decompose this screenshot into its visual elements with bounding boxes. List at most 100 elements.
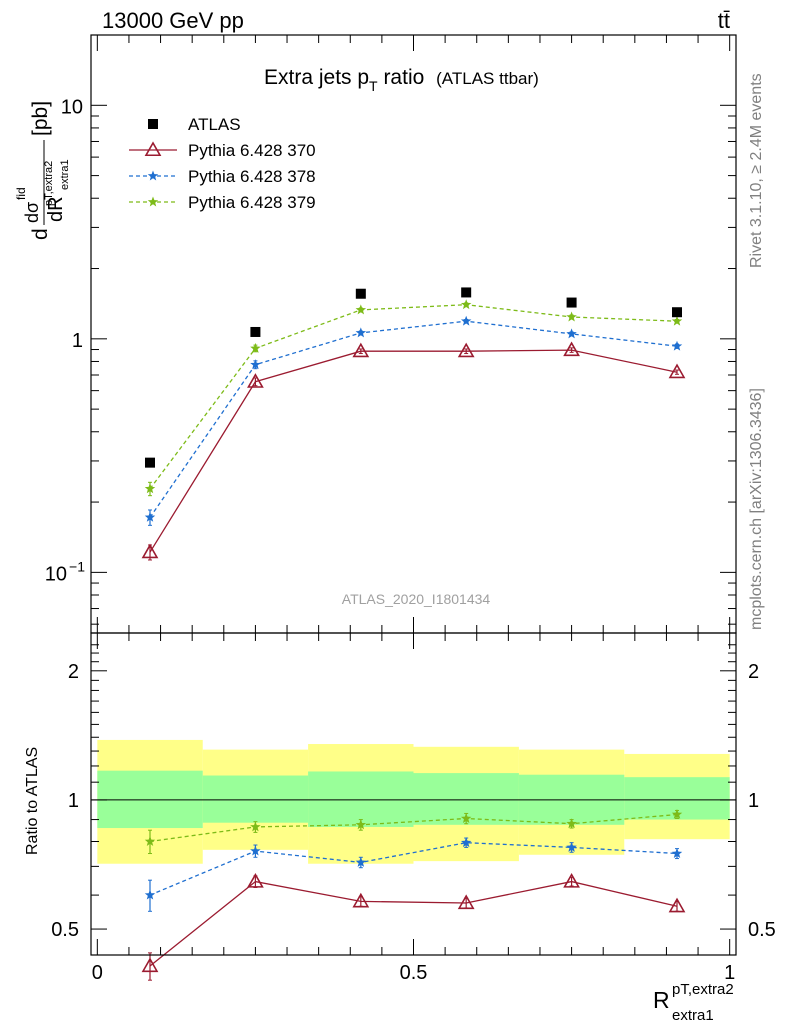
ylabel-sub: pT,extra2 xyxy=(43,161,55,206)
series-pythia-6-428-378 xyxy=(144,837,683,912)
data-point-marker xyxy=(563,873,580,888)
data-point-marker xyxy=(671,808,683,819)
data-point-marker xyxy=(671,340,683,351)
series-line xyxy=(149,320,678,518)
ratio-y-tick-label: 2 xyxy=(68,661,79,683)
series-line xyxy=(149,304,678,490)
data-point-marker xyxy=(460,837,472,848)
data-point-marker xyxy=(460,299,472,310)
ratio-y-tick-label: 1 xyxy=(68,790,79,812)
data-point-marker xyxy=(352,892,370,908)
data-point-marker xyxy=(355,856,367,867)
xlabel-sup: pT,extra2 xyxy=(672,981,734,998)
data-point-marker xyxy=(144,457,155,468)
ylabel-R-sub: extra1 xyxy=(59,159,71,190)
ratio-y-tick-label-right: 2 xyxy=(748,661,759,683)
process-label: tt̄ xyxy=(718,8,730,33)
ratio-y-axis-label: Ratio to ATLAS xyxy=(24,747,41,855)
ylabel-unit: [pb] xyxy=(29,101,52,136)
data-point-marker xyxy=(144,141,162,157)
data-point-marker xyxy=(355,327,367,338)
data-point-marker xyxy=(352,342,370,358)
data-point-marker xyxy=(250,821,261,832)
x-tick-label: 0.5 xyxy=(400,962,428,984)
band-inner-bin xyxy=(308,771,414,827)
data-point-marker xyxy=(668,897,686,913)
main-series-group xyxy=(141,287,686,561)
data-point-marker xyxy=(144,511,156,522)
data-point-marker xyxy=(563,341,580,357)
data-point-marker xyxy=(671,848,683,858)
y-tick-exponent: −1 xyxy=(69,558,85,574)
plot-title-rest: ratio xyxy=(378,66,425,89)
series-pythia-6-428-378 xyxy=(144,315,683,526)
data-point-marker xyxy=(460,813,472,823)
data-point-marker xyxy=(144,836,156,846)
data-point-marker xyxy=(250,359,261,370)
data-point-marker xyxy=(247,373,264,388)
data-point-marker xyxy=(144,483,156,494)
data-point-marker xyxy=(566,297,577,308)
ratio-series-group xyxy=(141,808,686,981)
series-line xyxy=(149,880,678,967)
series-pythia-6-428-370 xyxy=(141,873,686,981)
plot-title-suffix: (ATLAS ttbar) xyxy=(436,69,539,88)
data-point-marker xyxy=(460,315,472,326)
data-point-marker xyxy=(247,873,264,888)
legend-label: ATLAS xyxy=(188,115,241,134)
data-point-marker xyxy=(566,311,577,322)
series-pythia-6-428-370 xyxy=(141,341,686,561)
data-point-marker xyxy=(141,957,159,973)
data-point-marker xyxy=(457,894,475,910)
ratio-bands xyxy=(91,739,736,864)
analysis-tag: ATLAS_2020_I1801434 xyxy=(342,591,491,607)
data-point-marker xyxy=(144,889,156,900)
data-point-marker xyxy=(250,326,261,337)
ylabel-fid: fid xyxy=(14,187,28,200)
ylabel-dR: dR xyxy=(45,196,67,222)
legend-item: Pythia 6.428 378 xyxy=(129,167,316,186)
plot-title: Extra jets pT ratio (ATLAS ttbar) xyxy=(264,66,539,94)
data-point-marker xyxy=(250,342,261,353)
series-line xyxy=(149,842,678,896)
xlabel-sub: extra1 xyxy=(672,1007,714,1024)
legend: ATLAS Pythia 6.428 370 Pythia 6.428 378 Pyt… xyxy=(129,115,316,212)
y-tick-label: 10 xyxy=(45,563,67,585)
data-point-marker xyxy=(566,841,577,852)
data-point-marker xyxy=(147,170,159,181)
collision-label: 13000 GeV pp xyxy=(102,8,244,33)
data-point-marker xyxy=(672,307,683,318)
rivet-label: Rivet 3.1.10, ≥ 2.4M events xyxy=(748,73,765,268)
ratio-axes: 0.5 0.5 1 1 2 2 0 0.5 1 xyxy=(51,632,776,984)
mcplots-label: mcplots.cern.ch [arXiv:1306.3436] xyxy=(748,388,765,630)
x-tick-label: 1 xyxy=(724,962,735,984)
series-pythia-6-428-379 xyxy=(144,299,683,497)
x-axis-label: R pT,extra2 extra1 xyxy=(653,981,734,1024)
legend-item: Pythia 6.428 370 xyxy=(129,141,316,160)
data-point-marker xyxy=(147,196,159,207)
plot-title-sub: T xyxy=(369,78,378,94)
band-inner-bin xyxy=(202,775,309,823)
data-point-marker xyxy=(566,328,577,339)
data-point-marker xyxy=(355,819,367,830)
plot-title-main: Extra jets p xyxy=(264,66,369,89)
series-pythia-6-428-379 xyxy=(144,808,683,855)
ratio-y-tick-label: 0.5 xyxy=(51,919,79,941)
data-point-marker xyxy=(141,543,159,559)
ylabel-dsigma: dσ xyxy=(22,202,42,223)
series-atlas xyxy=(144,287,683,468)
data-point-marker xyxy=(668,363,686,379)
legend-label: Pythia 6.428 370 xyxy=(188,141,316,160)
data-point-marker xyxy=(457,342,475,358)
legend-label: Pythia 6.428 378 xyxy=(188,167,316,186)
y-tick-label: 10 xyxy=(61,96,83,118)
data-point-marker xyxy=(250,845,261,856)
data-point-marker xyxy=(148,119,158,129)
ylabel-d: d xyxy=(29,228,52,240)
xlabel-R: R xyxy=(653,987,670,1013)
legend-item: Pythia 6.428 379 xyxy=(129,193,316,212)
ratio-y-tick-label-right: 1 xyxy=(748,790,759,812)
y-tick-label: 1 xyxy=(72,330,83,352)
ratio-y-tick-label-right: 0.5 xyxy=(748,919,776,941)
